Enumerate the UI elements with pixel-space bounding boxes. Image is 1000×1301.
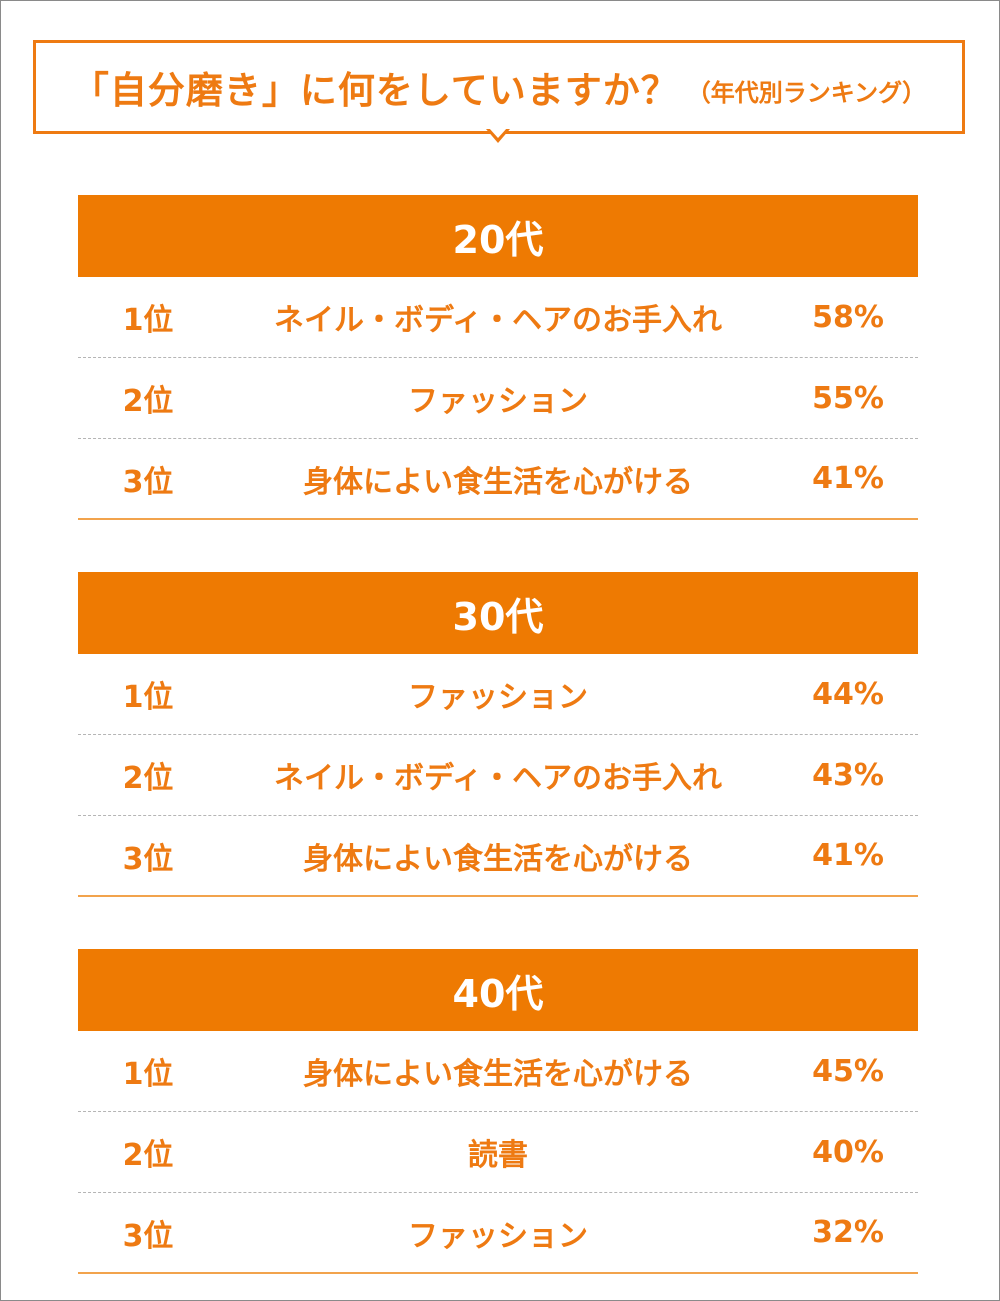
percent-value: 32%	[812, 1215, 884, 1250]
percent-value: 58%	[812, 299, 884, 335]
section-header: 40代	[78, 949, 918, 1031]
activity-label: 身体によい食生活を心がける	[303, 1057, 693, 1092]
title-pointer-inner	[489, 128, 507, 138]
section-header: 20代	[78, 195, 918, 277]
percent-value: 45%	[812, 1053, 884, 1089]
rank-label: 2位	[122, 761, 174, 796]
ranking-row: 3位 身体によい食生活を心がける 41%	[78, 439, 918, 520]
percent-value: 44%	[812, 676, 884, 712]
activity-label: ファッション	[408, 680, 588, 715]
rank-label: 1位	[122, 1057, 174, 1092]
activity-label: 読書	[468, 1138, 528, 1173]
section-header: 30代	[78, 572, 918, 654]
rank-label: 1位	[122, 680, 174, 715]
section-40s: 40代 1位 身体によい食生活を心がける 45% 2位 読書 40% 3位 ファ…	[78, 949, 918, 1274]
section-30s: 30代 1位 ファッション 44% 2位 ネイル・ボディ・ヘアのお手入れ 43%…	[78, 572, 918, 897]
activity-label: 身体によい食生活を心がける	[303, 841, 693, 877]
rank-label: 2位	[122, 384, 174, 419]
rank-label: 1位	[122, 303, 174, 338]
ranking-row: 1位 身体によい食生活を心がける 45%	[78, 1031, 918, 1112]
page-title: 「自分磨き」に何をしていますか？	[71, 69, 679, 112]
ranking-row: 1位 ファッション 44%	[78, 654, 918, 735]
activity-label: 身体によい食生活を心がける	[303, 464, 693, 500]
ranking-row: 2位 読書 40%	[78, 1112, 918, 1193]
percent-value: 43%	[812, 757, 884, 793]
ranking-row: 3位 身体によい食生活を心がける 41%	[78, 816, 918, 897]
activity-label: ネイル・ボディ・ヘアのお手入れ	[274, 303, 722, 338]
activity-label: ファッション	[408, 1218, 588, 1254]
title-box: 「自分磨き」に何をしていますか？ （年代別ランキング）	[33, 40, 965, 134]
percent-value: 41%	[812, 838, 884, 873]
percent-value: 41%	[812, 461, 884, 496]
ranking-row: 1位 ネイル・ボディ・ヘアのお手入れ 58%	[78, 277, 918, 358]
rank-label: 3位	[122, 1218, 174, 1254]
ranking-row: 2位 ファッション 55%	[78, 358, 918, 439]
percent-value: 55%	[812, 380, 884, 416]
rank-label: 3位	[122, 841, 174, 877]
activity-label: ファッション	[408, 384, 588, 419]
section-20s: 20代 1位 ネイル・ボディ・ヘアのお手入れ 58% 2位 ファッション 55%…	[78, 195, 918, 520]
page-subtitle: （年代別ランキング）	[686, 78, 927, 107]
ranking-row: 2位 ネイル・ボディ・ヘアのお手入れ 43%	[78, 735, 918, 816]
ranking-row: 3位 ファッション 32%	[78, 1193, 918, 1274]
activity-label: ネイル・ボディ・ヘアのお手入れ	[274, 761, 722, 796]
rank-label: 2位	[122, 1138, 174, 1173]
rank-label: 3位	[122, 464, 174, 500]
percent-value: 40%	[812, 1134, 884, 1170]
